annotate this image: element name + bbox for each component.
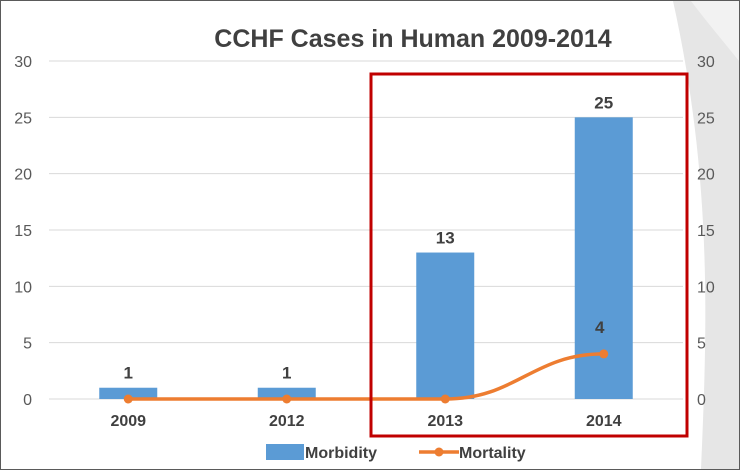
data-label-morbidity: 13	[436, 229, 455, 248]
data-label-mortality: 4	[595, 318, 605, 337]
highlight-box	[369, 72, 689, 438]
data-labels: 1 1 13 25 4	[124, 93, 614, 382]
legend-marker-mortality	[434, 447, 444, 457]
background-swoosh	[673, 1, 739, 469]
highlight-rectangle	[369, 72, 689, 438]
y-tick-label-right: 10	[697, 279, 715, 296]
line-mortality	[126, 352, 606, 401]
y-tick-label-left: 5	[23, 336, 32, 353]
y-tick-label-right: 30	[697, 54, 715, 71]
x-tick-label: 2014	[586, 413, 622, 430]
point-mortality	[123, 394, 133, 404]
point-mortality	[282, 394, 292, 404]
bar-morbidity	[416, 252, 475, 399]
bars	[99, 117, 633, 399]
y-tick-label-left: 30	[14, 54, 32, 71]
y-tick-label-right: 20	[697, 167, 715, 184]
y-tick-label-left: 0	[23, 392, 32, 409]
x-tick-label: 2009	[110, 413, 146, 430]
point-mortality	[440, 394, 450, 404]
data-label-morbidity: 25	[594, 93, 613, 112]
x-tick-label: 2012	[269, 413, 305, 430]
data-label-morbidity: 1	[282, 364, 291, 383]
background-swoosh-highlight	[691, 1, 739, 61]
y-tick-label-left: 20	[14, 167, 32, 184]
point-mortality	[599, 349, 609, 359]
bar-morbidity	[257, 387, 316, 399]
y-tick-label-left: 10	[14, 279, 32, 296]
data-label-morbidity: 1	[124, 364, 133, 383]
mortality-line	[123, 349, 609, 404]
x-tick-label: 2013	[427, 413, 463, 430]
y-tick-label-right: 0	[697, 392, 706, 409]
y-tick-label-right: 15	[697, 223, 715, 240]
axes: 0 5 10 15 20 25 30 0 5 10 15 20 25 30 2009 2012 2013 2014	[14, 54, 715, 430]
bar-morbidity	[99, 387, 158, 399]
y-tick-label-right: 5	[697, 336, 706, 353]
legend: Morbidity Mortality	[266, 444, 526, 462]
y-tick-label-left: 15	[14, 223, 32, 240]
legend-label-mortality: Mortality	[459, 445, 526, 462]
chart-title: CCHF Cases in Human 2009-2014	[214, 25, 611, 53]
y-tick-label-right: 25	[697, 110, 715, 127]
y-tick-label-left: 25	[14, 110, 32, 127]
legend-label-morbidity: Morbidity	[305, 445, 377, 462]
legend-swatch-morbidity	[266, 444, 304, 460]
